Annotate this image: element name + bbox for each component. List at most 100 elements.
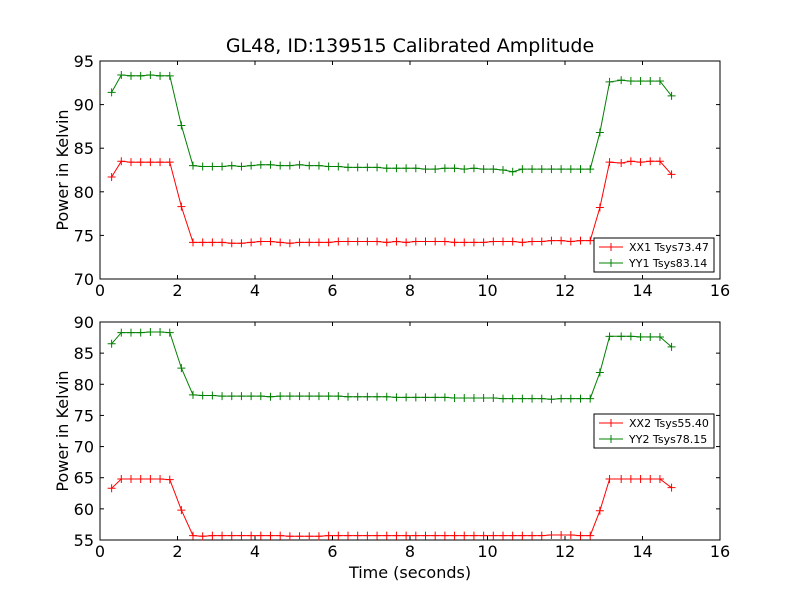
data-point [636,332,645,341]
data-point [537,531,546,540]
data-point [382,238,391,247]
data-point [518,394,527,403]
data-point [528,531,537,540]
data-point [431,165,440,174]
data-point [276,161,285,170]
data-point [626,332,635,341]
data-point [450,164,459,173]
data-point [314,392,323,401]
data-point [626,157,635,166]
data-point [227,392,236,401]
legend-marker [607,419,615,427]
data-point [576,236,585,245]
data-point [344,237,352,246]
data-point [547,531,556,540]
x-tick-label: 0 [95,542,105,561]
data-point [576,394,585,403]
data-point [189,238,197,247]
data-point [136,158,145,167]
data-point [208,238,217,247]
data-point [189,390,197,399]
y-tick-label: 55 [74,531,94,550]
data-point [127,158,135,167]
data-point [373,392,382,401]
data-point [655,332,664,341]
data-point [117,328,126,337]
data-point [518,165,527,174]
data-point [566,165,575,174]
data-point [177,202,186,211]
data-point [479,165,488,174]
data-point [646,77,655,86]
data-point [256,531,265,540]
data-point [557,165,566,174]
data-point [518,531,527,540]
data-point [127,474,135,483]
x-tick-label: 10 [477,281,497,300]
data-point [421,165,430,174]
data-point [353,531,362,540]
data-point [218,238,227,247]
data-point [460,165,469,174]
data-point [198,162,207,171]
data-point [247,392,256,401]
data-point [305,392,314,401]
legend-marker [607,243,615,251]
data-point [537,237,546,246]
data-point [499,237,507,246]
data-point [617,159,626,168]
data-point [382,164,391,173]
data-point [646,332,655,341]
data-point [469,164,478,173]
data-point [440,393,449,402]
data-point [266,237,275,246]
data-point [324,162,333,171]
data-point [218,162,227,171]
data-point [499,166,507,174]
y-tick-label: 90 [74,96,94,115]
data-point [450,531,459,540]
x-tick-label: 12 [555,542,575,561]
data-point [547,165,556,174]
data-point [334,392,343,401]
data-point [566,237,575,246]
data-point [208,531,217,540]
data-point [373,531,382,540]
x-tick-label: 4 [250,281,260,300]
series-line-1 [111,478,672,537]
data-point [528,237,537,246]
data-point [373,163,382,172]
legend-label: XX1 Tsys73.47 [629,241,709,254]
data-point [636,158,645,167]
data-point [411,237,420,246]
data-point [146,158,155,167]
data-point [208,391,217,400]
data-point [146,70,155,79]
data-point [136,71,145,80]
y-axis-label: Power in Kelvin [53,109,72,230]
data-point [508,237,517,246]
data-point [586,394,595,403]
data-point [285,532,294,541]
data-point [528,394,537,403]
data-point [617,76,626,85]
data-point [314,161,323,170]
data-point [557,236,566,245]
data-point [646,474,655,483]
data-point [107,484,116,493]
data-point [392,393,401,402]
x-tick-label: 2 [172,281,182,300]
data-point [646,157,655,166]
data-point [247,161,256,170]
data-point [165,158,174,167]
data-point [363,163,372,172]
series-line-1 [111,160,672,244]
data-point [127,71,135,80]
x-tick-label: 14 [632,281,652,300]
data-point [508,531,517,540]
x-tick-label: 0 [95,281,105,300]
data-point [382,392,391,401]
data-point [626,77,635,86]
data-point [421,531,430,540]
